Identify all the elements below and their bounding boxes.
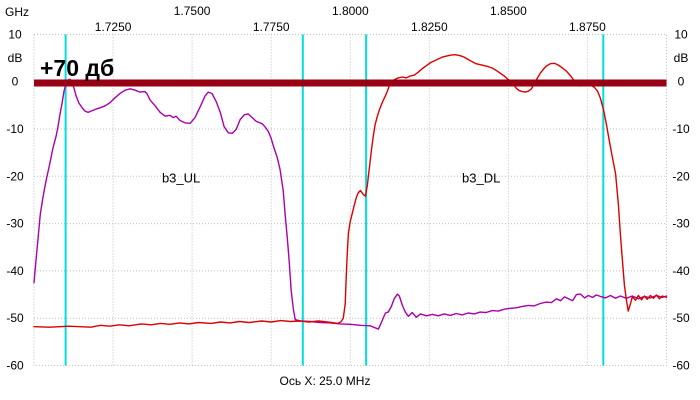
x-axis-tick-labels: 1.7250 1.7500 1.7750 1.8000 1.8250 1.8500 1.87… bbox=[95, 4, 606, 34]
y-tick-label-right: -20 bbox=[672, 169, 690, 183]
y-tick-label-right: -50 bbox=[672, 311, 690, 325]
y-tick-label-right: -10 bbox=[672, 122, 690, 136]
band-label-b3-ul: b3_UL bbox=[162, 171, 200, 186]
y-tick-label-left: 0 bbox=[12, 75, 19, 89]
y-tick-label-right: -30 bbox=[672, 217, 690, 231]
y-tick-label-right: 0 bbox=[678, 75, 685, 89]
y-tick-label-left: -40 bbox=[6, 264, 24, 278]
x-tick-label: 1.8250 bbox=[411, 20, 448, 34]
x-tick-label: 1.8500 bbox=[490, 4, 527, 18]
y-tick-label-right: 10 bbox=[674, 27, 688, 41]
y-axis-tick-labels-left: 10 0 -10 -20 -30 -40 -50 -60 bbox=[6, 27, 24, 372]
x-tick-label: 1.7250 bbox=[95, 20, 132, 34]
y-tick-label-left: -30 bbox=[6, 217, 24, 231]
x-gridlines bbox=[112, 34, 588, 366]
x-tick-label: 1.7750 bbox=[253, 20, 290, 34]
y-tick-label-left: -20 bbox=[6, 169, 24, 183]
y-tick-label-right: -40 bbox=[672, 264, 690, 278]
y-tick-label-left: 10 bbox=[8, 27, 22, 41]
y-tick-label-right: -60 bbox=[672, 359, 690, 373]
x-tick-label: 1.8750 bbox=[569, 20, 606, 34]
y-axis-unit-label-right: dB bbox=[674, 51, 689, 65]
band-edge-marker-lines bbox=[64, 34, 605, 366]
band-label-b3-dl: b3_DL bbox=[462, 171, 500, 186]
plot-border bbox=[33, 33, 667, 367]
x-tick-label: 1.8000 bbox=[332, 4, 369, 18]
x-axis-scale-caption: Ось X: 25.0 MHz bbox=[280, 374, 371, 388]
x-tick-label: 1.7500 bbox=[174, 4, 211, 18]
trace-b3_ul bbox=[33, 78, 668, 330]
x-axis-unit-label: GHz bbox=[5, 5, 29, 19]
y-axis-tick-labels-right: 10 0 -10 -20 -30 -40 -50 -60 bbox=[672, 27, 690, 372]
y-tick-label-left: -10 bbox=[6, 122, 24, 136]
trace-b3_dl bbox=[33, 54, 668, 328]
y-tick-label-left: -60 bbox=[6, 359, 24, 373]
y-axis-unit-label-left: dB bbox=[8, 51, 23, 65]
reference-level-label: +70 дб bbox=[40, 55, 114, 81]
trace-curves bbox=[33, 54, 668, 330]
y-tick-label-left: -50 bbox=[6, 311, 24, 325]
